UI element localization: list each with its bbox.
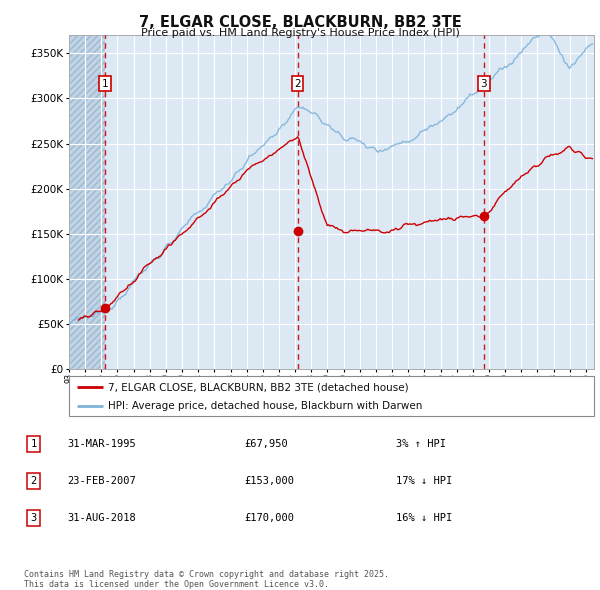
Text: 3: 3 [31,513,37,523]
Text: 2: 2 [31,476,37,486]
Bar [69,35,106,369]
Text: 23-FEB-2007: 23-FEB-2007 [67,476,136,486]
Text: 1: 1 [102,78,109,88]
Text: 2: 2 [294,78,301,88]
Text: 3: 3 [481,78,487,88]
Text: HPI: Average price, detached house, Blackburn with Darwen: HPI: Average price, detached house, Blac… [109,401,423,411]
Text: £170,000: £170,000 [245,513,295,523]
Text: £153,000: £153,000 [245,476,295,486]
Text: 31-MAR-1995: 31-MAR-1995 [67,440,136,449]
Text: 7, ELGAR CLOSE, BLACKBURN, BB2 3TE: 7, ELGAR CLOSE, BLACKBURN, BB2 3TE [139,15,461,30]
Text: 3% ↑ HPI: 3% ↑ HPI [396,440,446,449]
Text: 1: 1 [31,440,37,449]
Text: £67,950: £67,950 [245,440,289,449]
Text: 17% ↓ HPI: 17% ↓ HPI [396,476,452,486]
Text: Contains HM Land Registry data © Crown copyright and database right 2025.
This d: Contains HM Land Registry data © Crown c… [24,570,389,589]
Text: 31-AUG-2018: 31-AUG-2018 [67,513,136,523]
Text: 7, ELGAR CLOSE, BLACKBURN, BB2 3TE (detached house): 7, ELGAR CLOSE, BLACKBURN, BB2 3TE (deta… [109,382,409,392]
Bar [69,35,106,369]
Text: 16% ↓ HPI: 16% ↓ HPI [396,513,452,523]
Text: Price paid vs. HM Land Registry's House Price Index (HPI): Price paid vs. HM Land Registry's House … [140,28,460,38]
